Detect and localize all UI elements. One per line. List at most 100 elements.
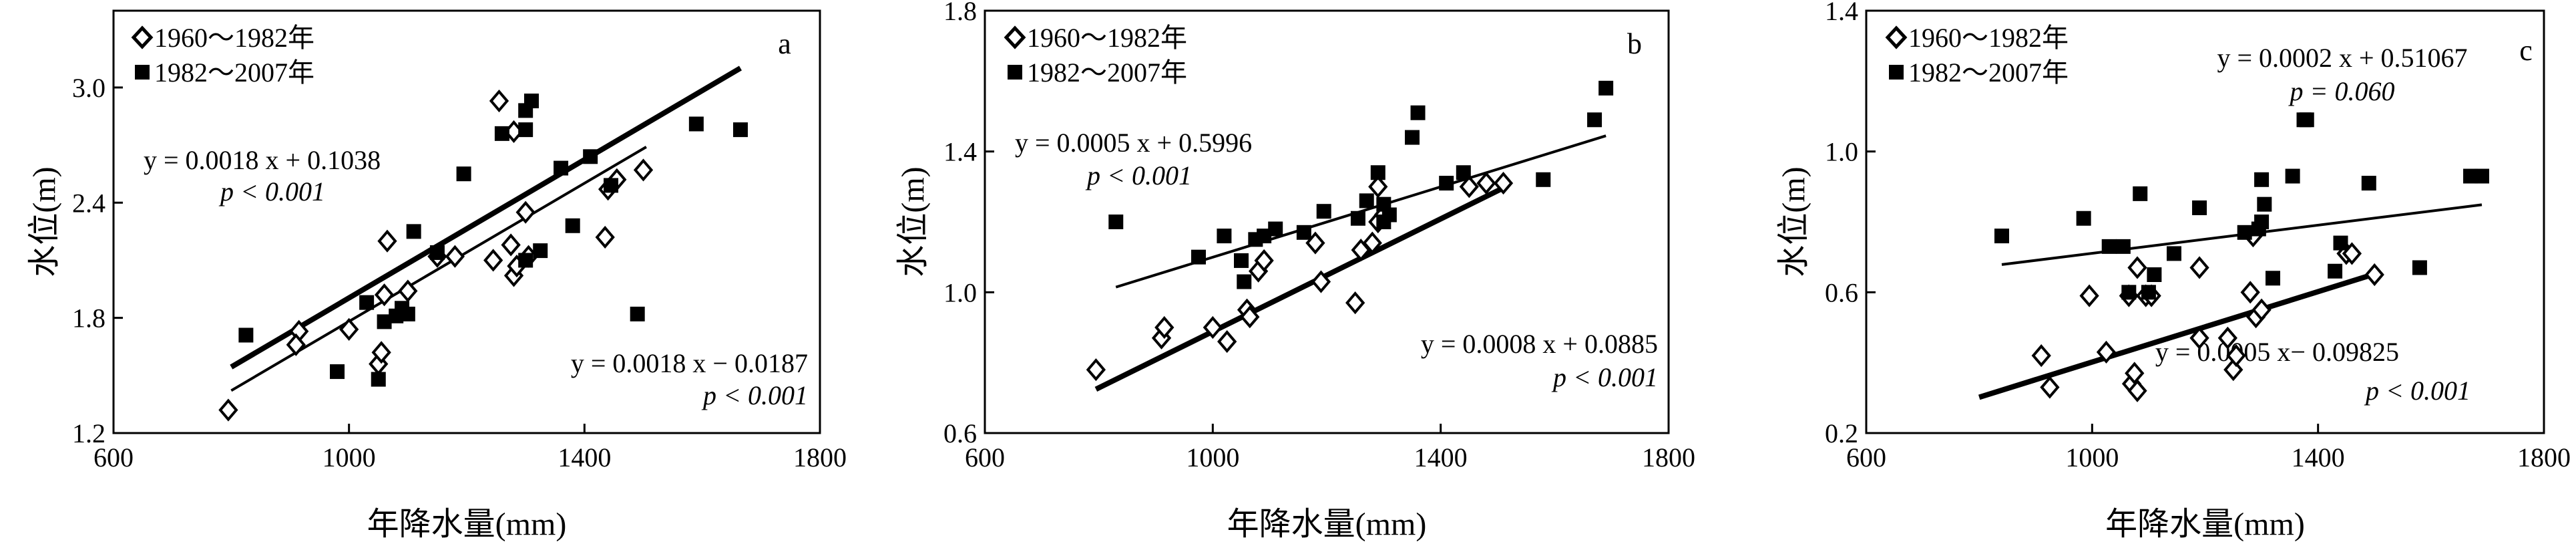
panel-label: c: [2519, 34, 2533, 67]
data-point-diamond: [218, 398, 238, 422]
plot-frame: [984, 9, 1670, 434]
plot-frame: [112, 9, 821, 434]
series-square: [238, 94, 748, 387]
data-point-square: [2257, 196, 2272, 212]
series-square: [1108, 80, 1614, 289]
x-axis-title: 年降水量(mm): [2105, 507, 2305, 542]
x-tick-label: 1000: [2065, 442, 2119, 472]
data-point-square: [429, 245, 445, 260]
data-point-square: [583, 149, 598, 164]
plot-frame: [1865, 9, 2545, 434]
data-point-square: [2101, 239, 2117, 254]
y-tick-label: 0.6: [1825, 277, 1858, 307]
data-point-square: [565, 218, 580, 233]
data-point-diamond: [1254, 249, 1274, 273]
legend-label: 1982～2007年: [1027, 57, 1187, 88]
data-point-diamond: [1086, 358, 1106, 382]
data-point-diamond: [2031, 344, 2051, 368]
y-tick-label: 1.0: [1825, 137, 1858, 167]
data-point-square: [371, 372, 386, 387]
data-point-diamond: [2127, 379, 2147, 402]
data-point-square: [2166, 246, 2181, 261]
data-point-diamond: [501, 233, 521, 257]
trend-equation: y = 0.0018 x − 0.0187: [571, 348, 808, 378]
data-point-diamond: [339, 317, 359, 341]
data-point-square: [238, 327, 254, 343]
x-tick-label: 600: [965, 442, 1005, 472]
data-point-diamond: [374, 283, 395, 307]
data-point-square: [2076, 211, 2091, 226]
data-point-square: [1370, 165, 1385, 180]
trend-p-value: p < 0.001: [1551, 362, 1658, 392]
x-tick-label: 600: [1846, 442, 1886, 472]
data-point-diamond: [515, 200, 535, 224]
data-point-diamond: [398, 279, 418, 303]
data-point-diamond: [1476, 171, 1496, 195]
y-tick-label: 1.4: [1825, 0, 1858, 26]
x-tick-label: 1400: [1414, 442, 1468, 472]
data-point-diamond: [633, 158, 654, 182]
x-tick-label: 1800: [2517, 442, 2571, 472]
data-point-square: [1536, 172, 1551, 187]
data-point-square: [359, 295, 375, 310]
data-point-diamond: [1493, 171, 1514, 195]
data-point-diamond: [1368, 175, 1388, 198]
data-point-diamond: [1217, 329, 1237, 354]
legend-marker-square: [1008, 65, 1022, 80]
data-point-square: [456, 166, 471, 182]
data-point-square: [1410, 105, 1426, 120]
data-point-square: [1234, 253, 1249, 268]
data-point-square: [2147, 267, 2162, 282]
data-point-square: [2254, 172, 2270, 187]
trend-equation: y = 0.0002 x + 0.51067: [2217, 43, 2467, 73]
data-point-diamond: [2240, 281, 2260, 304]
legend-label: 1960～1982年: [154, 23, 314, 53]
data-point-square: [2254, 215, 2270, 229]
data-point-square: [732, 122, 748, 138]
chart-panel-c: 600 1000 1400 1800 0.2 0.6 1.0 1.4 年降水量(mm) 水位(m)…: [1776, 0, 2571, 542]
data-point-diamond: [286, 333, 306, 356]
x-tick-label: 1800: [793, 442, 847, 472]
data-point-diamond: [2217, 326, 2237, 350]
data-point-diamond: [1459, 175, 1479, 198]
legend-label: 1960～1982年: [1027, 23, 1187, 53]
data-point-diamond: [2251, 298, 2272, 321]
trend-p-value: p < 0.001: [1085, 160, 1192, 190]
data-point-square: [2141, 285, 2156, 300]
data-point-diamond: [2079, 284, 2099, 307]
data-point-square: [2121, 285, 2137, 300]
y-tick-label: 1.0: [943, 277, 977, 307]
trendline: [1094, 186, 1502, 392]
legend-marker-diamond: [131, 25, 154, 49]
data-point-square: [1587, 112, 1602, 128]
data-point-diamond: [2189, 256, 2209, 279]
panel-label: b: [1627, 27, 1642, 60]
x-tick-label: 1400: [2292, 442, 2345, 472]
data-point-square: [2266, 271, 2280, 286]
data-point-square: [1381, 207, 1397, 223]
data-point-square: [2474, 168, 2489, 184]
data-point-square: [1439, 176, 1454, 191]
data-point-diamond: [1240, 305, 1260, 329]
trend-equation: y = 0.0018 x + 0.1038: [144, 145, 381, 175]
y-tick-label: 1.8: [943, 0, 977, 26]
data-point-diamond: [1203, 315, 1223, 339]
data-point-diamond: [2127, 256, 2147, 279]
y-tick-label: 0.2: [1825, 418, 1858, 448]
data-point-square: [554, 160, 569, 176]
y-tick-label: 0.6: [943, 418, 977, 448]
legend-label: 1982～2007年: [154, 57, 314, 88]
legend-marker-square: [1889, 65, 1904, 80]
data-point-diamond: [489, 89, 509, 113]
data-point-square: [1268, 221, 1283, 237]
legend-label: 1960～1982年: [1908, 23, 2069, 53]
data-point-square: [2299, 112, 2314, 128]
x-tick-label: 1800: [1642, 442, 1695, 472]
chart-panel-b: 600 1000 1400 1800 0.6 1.0 1.4 1.8 年降水量(mm) 水位(m)…: [895, 0, 1695, 542]
data-point-square: [630, 306, 645, 321]
data-point-square: [533, 243, 548, 259]
trend-p-value: p < 0.001: [701, 380, 808, 410]
data-point-square: [1350, 211, 1365, 226]
data-point-diamond: [2096, 340, 2117, 364]
